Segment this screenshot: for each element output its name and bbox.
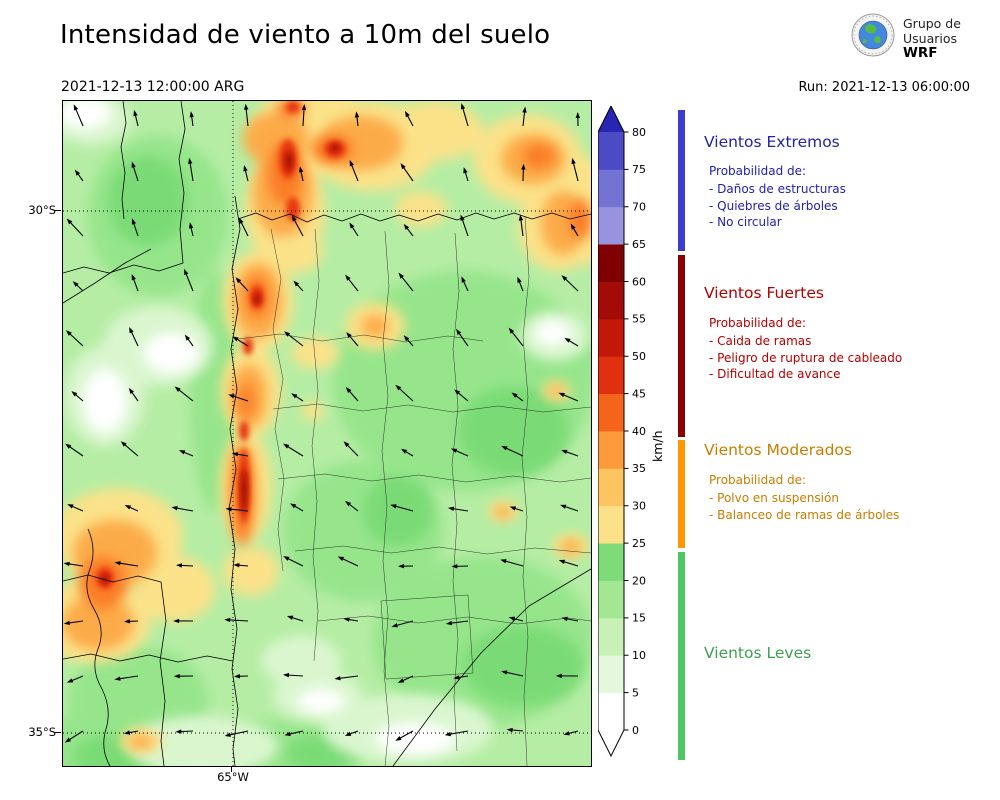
wrf-logo-icon <box>850 12 896 58</box>
page-title: Intensidad de viento a 10m del suelo <box>60 20 551 50</box>
legend-color-bar <box>678 552 685 760</box>
legend-item: - Daños de estructuras <box>709 182 846 196</box>
legend-section-intro: Probabilidad de: <box>709 164 807 178</box>
x-axis-tick-65w <box>231 766 232 772</box>
colorbar-tick-label: 70 <box>632 201 646 214</box>
legend-color-bar <box>678 110 685 251</box>
y-axis-tick-30s <box>55 210 61 211</box>
legend-item: - Balanceo de ramas de árboles <box>709 507 900 522</box>
colorbar-tick-label: 20 <box>632 574 646 587</box>
legend-section-title: Vientos Moderados <box>704 441 852 459</box>
legend-section-title: Vientos Fuertes <box>704 284 824 302</box>
colorbar-tick-label: 80 <box>632 126 646 139</box>
legend-item: - Quiebres de árboles <box>709 198 838 213</box>
y-axis-label-35s: 35°S <box>28 725 56 739</box>
logo-line-1: Grupo de <box>903 16 961 31</box>
legend-item: - Peligro de ruptura de cableado <box>709 350 903 365</box>
y-axis-tick-35s <box>55 732 61 733</box>
province-boundaries <box>62 100 592 767</box>
dark-red-layer <box>101 143 340 584</box>
colorbar-tick-label: 55 <box>632 313 646 326</box>
legend-item: - Polvo en suspensión <box>709 491 839 505</box>
colorbar-tick-label: 65 <box>632 238 646 251</box>
legend-item: - Caida de ramas <box>709 334 812 348</box>
department-boundaries <box>237 216 592 767</box>
colorbar-tick-label: 15 <box>632 612 646 625</box>
colorbar-tick-label: 25 <box>632 537 646 550</box>
logo-text: Grupo de Usuarios WRF <box>903 16 961 61</box>
calm-white-layer <box>59 97 571 755</box>
colorbar: 0 5 10 15 20 25 30 35 40 45 50 55 60 65 70 75 80 <box>598 106 646 758</box>
colorbar-tick-label: 5 <box>632 686 639 699</box>
model-run-label: Run: 2021-12-13 06:00:00 <box>798 80 970 95</box>
colorbar-tick-label: 0 <box>632 724 639 737</box>
logo-line-3: WRF <box>903 45 938 61</box>
colorbar-tick-label: 75 <box>632 163 646 176</box>
legend-item: - No circular <box>709 215 782 229</box>
x-axis-label-65w: 65°W <box>217 770 249 784</box>
legend-color-bar <box>678 440 685 548</box>
legend-color-bar <box>678 255 685 437</box>
logo-line-2: Usuarios <box>903 30 958 46</box>
graticule <box>63 101 591 766</box>
colorbar-tick-label: 10 <box>632 649 646 662</box>
valid-datetime: 2021-12-13 12:00:00 ARG <box>61 79 245 95</box>
legend-section-intro: Probabilidad de: <box>709 473 807 487</box>
colorbar-tick-label: 45 <box>632 387 646 400</box>
legend-item: - Dificultad de avance <box>709 367 841 381</box>
colorbar-tick-label: 40 <box>632 425 646 438</box>
y-axis-label-30s: 30°S <box>28 203 56 217</box>
wind-direction-arrows <box>63 103 581 743</box>
legend-section-title: Vientos Leves <box>704 644 812 662</box>
colorbar-tick-label: 50 <box>632 350 646 363</box>
colorbar-tick-label: 60 <box>632 275 646 288</box>
legend-section-intro: Probabilidad de: <box>709 316 807 330</box>
legend-section-title: Vientos Extremos <box>704 133 840 151</box>
colorbar-tick-label: 30 <box>632 500 646 513</box>
colorbar-tick-label: 35 <box>632 462 646 475</box>
